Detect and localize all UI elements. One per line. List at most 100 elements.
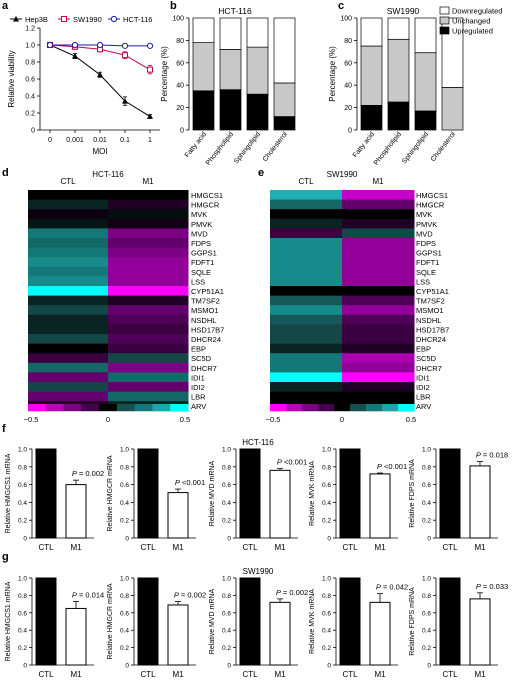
d-heat-cell: [28, 218, 109, 229]
g-bar-ctl: [339, 577, 361, 666]
g-y-tick-label: 0.2: [322, 645, 331, 652]
f-y-tick-label: 0.8: [322, 464, 331, 471]
c-y-tick-label: 80: [344, 38, 352, 45]
f-x-tick-label: CTL: [140, 543, 156, 552]
e-row-label: FDFT1: [416, 258, 439, 267]
a-y-tick-label: 1.2: [25, 26, 35, 33]
c-y-axis-label: Percentage (%): [328, 46, 337, 102]
g-bar-m1: [167, 604, 189, 666]
b-bar-segment-upregulated: [273, 116, 296, 131]
g-x-tick-label: CTL: [342, 670, 358, 679]
f-x-tick-label: M1: [70, 543, 82, 552]
g-y-tick-label: 0.4: [120, 628, 129, 635]
c-legend-swatch: [439, 26, 450, 35]
c-bar-segment-upregulated: [387, 101, 410, 131]
d-row-label: HMGCS1: [191, 191, 223, 200]
e-heat-cell: [270, 286, 343, 296]
f-bar-ctl: [137, 448, 159, 539]
d-colorbar-tick: 0: [106, 415, 110, 424]
e-heat-cell: [342, 295, 415, 306]
g-p-value: P = 0.002: [276, 588, 308, 597]
d-colorbar-segment: [116, 404, 136, 411]
a-data-point: [71, 41, 79, 49]
e-heat-cell: [342, 276, 415, 287]
d-heat-cell: [108, 324, 189, 335]
d-heat-cell: [28, 353, 109, 364]
f-y-tick-label: 1.0: [120, 447, 129, 454]
e-heat-cell: [270, 218, 343, 229]
e-colorbar-segment: [350, 404, 367, 411]
e-colorbar-tick: −0.5: [266, 415, 281, 424]
a-x-tick-label: 0: [48, 137, 52, 144]
f-y-tick-label: 0.2: [322, 518, 331, 525]
d-title: HCT-116: [92, 170, 124, 179]
e-heat-cell: [342, 305, 415, 316]
a-legend-marker: [61, 16, 67, 22]
d-heat-cell: [28, 324, 109, 335]
g-bar-m1: [469, 598, 491, 666]
g-x-tick-label: M1: [70, 670, 82, 679]
b-y-tick-label: 0: [180, 128, 184, 135]
g-y-tick-label: 0.4: [222, 628, 231, 635]
d-heat-cell: [28, 314, 109, 325]
f-y-tick-label: 0.8: [222, 464, 231, 471]
panel-letter-f: f: [2, 423, 6, 435]
c-legend-label: Upregulated: [452, 27, 493, 36]
f-y-axis-label: Relative FDPS mRNA: [409, 459, 416, 528]
b-x-tick-label: Sphingolipid: [233, 131, 262, 165]
a-legend-marker: [110, 15, 118, 23]
f-y-tick-label: 0.8: [422, 464, 431, 471]
d-heat-cell: [108, 391, 189, 402]
e-heat-cell: [342, 228, 415, 239]
g-y-axis-label: Relative MVD mRNA: [209, 589, 216, 655]
e-column-label: M1: [372, 177, 384, 186]
f-y-tick-label: 0.4: [222, 500, 231, 507]
a-x-tick-label: 0.001: [66, 137, 84, 144]
d-heat-cell: [28, 295, 109, 306]
d-colorbar-segment: [152, 404, 171, 411]
a-legend-label: SW1990: [73, 15, 102, 24]
panel-letter-b: b: [170, 0, 177, 12]
e-heat-cell: [342, 343, 415, 354]
f-y-tick-label: 0.6: [222, 482, 231, 489]
d-heat-cell: [108, 295, 189, 306]
a-y-tick-label: 0.8: [25, 60, 35, 67]
e-title: SW1990: [327, 170, 358, 179]
a-data-point: [97, 71, 103, 78]
c-y-tick-label: 40: [344, 83, 352, 90]
d-row-label: HSD17B7: [191, 325, 224, 334]
d-heat-cell: [108, 305, 189, 316]
c-x-tick-label: Sphingolipid: [401, 131, 430, 165]
f-y-axis-label: Relative HMGCR mRNA: [107, 455, 114, 532]
f-y-tick-label: 0.2: [222, 518, 231, 525]
a-y-tick-label: 1.0: [25, 43, 35, 50]
d-heat-cell: [108, 238, 189, 248]
g-x-tick-label: M1: [374, 670, 386, 679]
d-colorbar-segment: [170, 404, 189, 411]
c-bar-segment-unchanged: [387, 38, 410, 103]
e-row-label: PMVK: [416, 220, 437, 229]
e-heat-cell: [270, 228, 343, 239]
f-y-tick-label: 0: [327, 536, 331, 543]
c-bar-segment-unchanged: [360, 45, 383, 106]
a-x-tick-label: 0.01: [93, 137, 107, 144]
d-heat-cell: [28, 362, 109, 373]
a-y-axis-label: Relative viability: [7, 50, 16, 107]
e-heat-cell: [342, 353, 415, 364]
e-row-label: CYP51A1: [416, 287, 449, 296]
f-bar-m1: [65, 484, 87, 539]
b-y-tick-label: 100: [172, 16, 184, 23]
e-heat-cell: [270, 362, 343, 373]
g-x-tick-label: M1: [474, 670, 486, 679]
e-heat-cell: [342, 391, 415, 402]
f-bar-ctl: [439, 448, 461, 539]
d-heat-cell: [108, 286, 189, 296]
e-row-label: HSD17B7: [416, 325, 449, 334]
e-heat-cell: [270, 382, 343, 392]
e-heat-cell: [342, 334, 415, 344]
e-heat-cell: [270, 305, 343, 316]
f-y-tick-label: 1.0: [18, 447, 27, 454]
g-y-tick-label: 1.0: [322, 576, 331, 583]
a-data-point: [147, 113, 153, 119]
d-heat-cell: [108, 362, 189, 373]
